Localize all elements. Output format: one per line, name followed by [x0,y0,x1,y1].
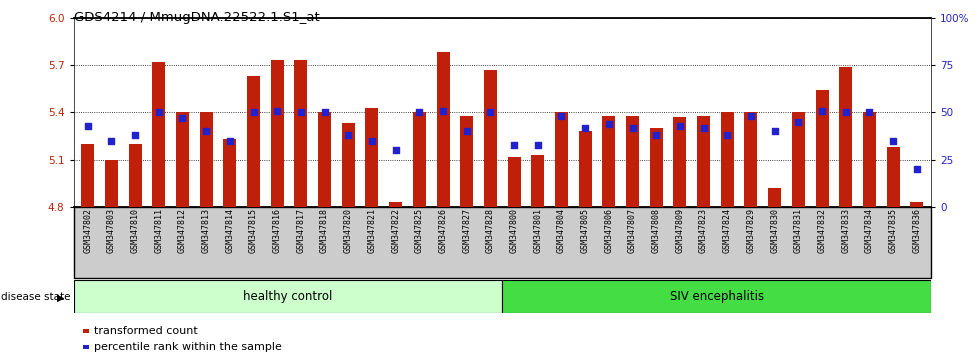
Bar [74,280,502,313]
Point [388,148,404,153]
Bar [105,160,118,207]
Point [482,110,498,115]
Text: transformed count: transformed count [94,326,198,336]
Point [412,110,427,115]
Text: GDS4214 / MmugDNA.22522.1.S1_at: GDS4214 / MmugDNA.22522.1.S1_at [74,11,319,24]
Bar [626,115,639,207]
Bar [745,112,758,207]
Point [861,110,877,115]
Bar [270,60,284,207]
Text: percentile rank within the sample: percentile rank within the sample [94,342,282,352]
Text: healthy control: healthy control [243,290,332,303]
Point [435,108,451,113]
Point [507,142,522,147]
Point [814,108,830,113]
Point [649,132,664,138]
Bar [673,117,686,207]
Point [577,125,593,130]
Point [365,138,380,144]
Bar [176,112,189,207]
Bar [578,131,592,207]
Point [293,110,309,115]
Point [601,121,616,127]
Bar [318,112,331,207]
Bar [484,70,497,207]
Bar [294,60,308,207]
Bar [887,147,900,207]
Bar [910,202,923,207]
Point [80,123,96,129]
Bar [720,112,734,207]
Bar [815,90,828,207]
Point [719,132,735,138]
Point [766,129,782,134]
Text: ▶: ▶ [57,292,65,302]
Bar [792,112,805,207]
Point [340,132,356,138]
Point [908,166,924,172]
Bar [502,280,931,313]
Bar [389,202,402,207]
Bar [555,112,568,207]
Bar [508,156,520,207]
Point [672,123,688,129]
Bar [650,128,662,207]
Point [743,113,759,119]
Point [198,129,214,134]
Bar [531,155,544,207]
Bar [81,144,94,207]
Point [270,108,285,113]
Bar [366,108,378,207]
Bar [768,188,781,207]
Point [624,125,640,130]
Bar [436,52,450,207]
Point [696,125,711,130]
Bar [342,124,355,207]
Bar [839,67,853,207]
Point [174,115,190,121]
Bar [863,112,876,207]
Point [530,142,546,147]
Point [222,138,238,144]
Bar [200,112,213,207]
Bar [603,115,615,207]
Point [838,110,854,115]
Point [791,119,807,125]
Bar [413,112,426,207]
Bar [128,144,141,207]
Point [554,113,569,119]
Point [459,129,474,134]
Bar [152,62,166,207]
Point [317,110,332,115]
Point [127,132,143,138]
Bar [461,115,473,207]
Point [885,138,901,144]
Text: disease state: disease state [1,292,71,302]
Point [246,110,262,115]
Point [151,110,167,115]
Bar [697,115,710,207]
Text: SIV encephalitis: SIV encephalitis [669,290,763,303]
Bar [223,139,236,207]
Point [104,138,120,144]
Bar [247,76,260,207]
